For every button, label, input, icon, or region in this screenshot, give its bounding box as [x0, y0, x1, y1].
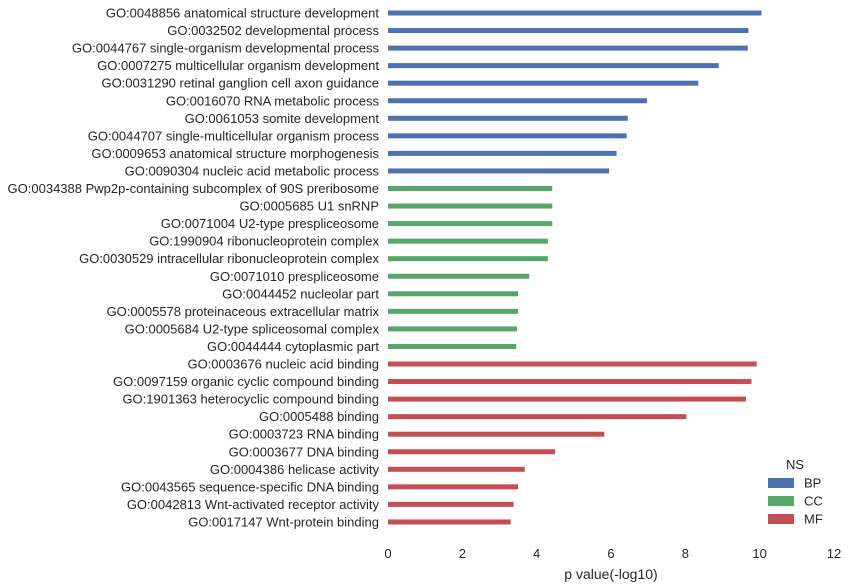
bar-bp: [388, 133, 627, 139]
bar-bp: [388, 115, 628, 121]
legend-label-bp: BP: [804, 476, 821, 491]
category-label: GO:0044444 cytoplasmic part: [207, 339, 379, 354]
category-label: GO:0004386 helicase activity: [210, 462, 380, 477]
bars: [388, 10, 762, 525]
category-label: GO:0003723 RNA binding: [229, 427, 379, 442]
category-label: GO:0097159 organic cyclic compound bindi…: [113, 374, 379, 389]
legend-title: NS: [786, 457, 804, 472]
category-label: GO:0061053 somite development: [185, 111, 380, 126]
legend-swatch-cc: [768, 496, 794, 506]
bar-mf: [388, 501, 514, 507]
x-tick-label: 4: [533, 546, 540, 561]
category-label: GO:0048856 anatomical structure developm…: [106, 6, 380, 21]
x-tick-label: 6: [607, 546, 614, 561]
category-label: GO:0044767 single-organism developmental…: [72, 41, 380, 56]
bar-mf: [388, 484, 519, 490]
bar-mf: [388, 466, 525, 472]
bar-mf: [388, 396, 746, 402]
category-label: GO:0071004 U2-type prespliceosome: [161, 216, 379, 231]
category-label: GO:0016070 RNA metabolic process: [166, 93, 380, 108]
bar-cc: [388, 221, 553, 227]
legend: NS BP CC MF: [768, 457, 823, 527]
x-tick-label: 10: [752, 546, 766, 561]
bar-cc: [388, 186, 553, 191]
category-label: GO:0030529 intracellular ribonucleoprote…: [79, 251, 379, 266]
category-label: GO:1990904 ribonucleoprotein complex: [149, 234, 379, 249]
category-label: GO:0005684 U2-type spliceosomal complex: [125, 321, 380, 336]
bar-cc: [388, 308, 519, 314]
category-label: GO:1901363 heterocyclic compound binding: [122, 392, 379, 407]
bar-bp: [388, 80, 699, 86]
category-label: GO:0071010 prespliceosome: [210, 269, 379, 284]
bar-mf: [388, 379, 752, 385]
bar-cc: [388, 291, 519, 297]
legend-swatch-mf: [768, 514, 794, 524]
category-label: GO:0017147 Wnt-protein binding: [188, 514, 379, 529]
bar-bp: [388, 45, 748, 51]
x-tick-label: 12: [827, 546, 841, 561]
bar-mf: [388, 361, 757, 367]
category-label: GO:0007275 multicellular organism develo…: [97, 58, 379, 73]
category-label: GO:0042813 Wnt-activated receptor activi…: [127, 497, 380, 512]
bar-bp: [388, 10, 762, 16]
legend-swatch-bp: [768, 478, 794, 488]
bar-mf: [388, 431, 605, 437]
bar-bp: [388, 28, 749, 34]
category-label: GO:0005685 U1 snRNP: [240, 199, 379, 214]
category-labels: GO:0048856 anatomical structure developm…: [8, 6, 380, 530]
category-label: GO:0031290 retinal ganglion cell axon gu…: [101, 76, 379, 91]
bar-cc: [388, 238, 548, 244]
category-label: GO:0043565 sequence-specific DNA binding: [121, 479, 379, 494]
category-label: GO:0005488 binding: [259, 409, 379, 424]
x-axis: 0 2 4 6 8 10 12: [384, 546, 841, 561]
category-label: GO:0003677 DNA binding: [229, 444, 379, 459]
category-label: GO:0005578 proteinaceous extracellular m…: [107, 304, 380, 319]
category-label: GO:0090304 nucleic acid metabolic proces…: [125, 163, 380, 178]
legend-label-mf: MF: [804, 512, 823, 527]
legend-label-cc: CC: [804, 494, 823, 509]
x-tick-label: 0: [384, 546, 391, 561]
bar-cc: [388, 273, 530, 279]
bar-cc: [388, 203, 553, 209]
bar-mf: [388, 519, 511, 525]
category-label: GO:0044452 nucleolar part: [222, 286, 379, 301]
bar-bp: [388, 168, 610, 174]
bar-cc: [388, 343, 517, 349]
bar-bp: [388, 150, 617, 156]
category-label: GO:0034388 Pwp2p-containing subcomplex o…: [8, 181, 379, 196]
x-tick-label: 8: [682, 546, 689, 561]
category-label: GO:0003676 nucleic acid binding: [187, 357, 379, 372]
bar-mf: [388, 449, 556, 455]
bar-bp: [388, 98, 648, 104]
category-label: GO:0044707 single-multicellular organism…: [88, 128, 380, 143]
category-label: GO:0032502 developmental process: [167, 23, 379, 38]
bar-cc: [388, 326, 517, 332]
bar-cc: [388, 256, 548, 262]
x-axis-title: p value(-log10): [564, 566, 657, 582]
bar-bp: [388, 63, 719, 69]
bar-mf: [388, 414, 687, 420]
category-label: GO:0009653 anatomical structure morphoge…: [91, 146, 379, 161]
x-tick-label: 2: [459, 546, 466, 561]
